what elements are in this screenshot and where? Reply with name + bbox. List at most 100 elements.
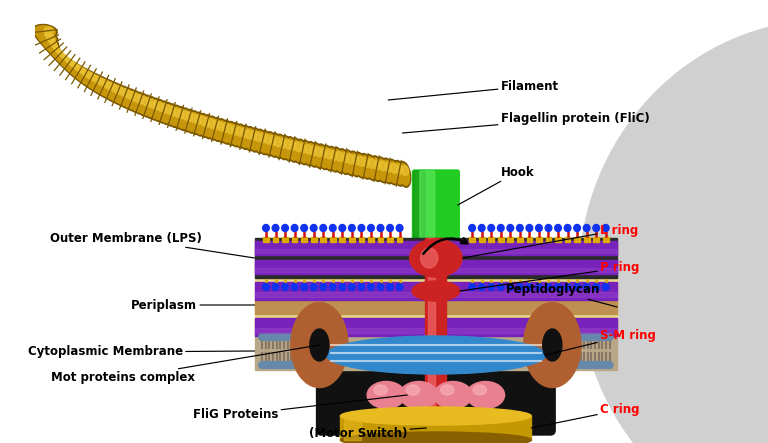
Ellipse shape bbox=[114, 83, 127, 108]
Circle shape bbox=[387, 225, 393, 232]
Ellipse shape bbox=[41, 40, 62, 57]
Ellipse shape bbox=[39, 37, 58, 49]
Circle shape bbox=[263, 334, 269, 341]
Ellipse shape bbox=[98, 77, 108, 97]
FancyBboxPatch shape bbox=[420, 171, 435, 239]
FancyBboxPatch shape bbox=[254, 318, 617, 328]
Ellipse shape bbox=[209, 119, 214, 128]
Circle shape bbox=[574, 225, 581, 232]
Circle shape bbox=[349, 284, 356, 291]
Ellipse shape bbox=[174, 108, 180, 117]
Ellipse shape bbox=[196, 112, 207, 137]
Ellipse shape bbox=[157, 102, 163, 112]
Ellipse shape bbox=[78, 65, 84, 74]
Ellipse shape bbox=[45, 44, 62, 58]
Circle shape bbox=[526, 225, 533, 232]
Ellipse shape bbox=[133, 91, 145, 116]
Ellipse shape bbox=[127, 90, 132, 100]
Ellipse shape bbox=[46, 35, 55, 41]
Ellipse shape bbox=[187, 112, 193, 122]
Ellipse shape bbox=[74, 63, 81, 72]
Ellipse shape bbox=[141, 94, 154, 118]
Ellipse shape bbox=[80, 67, 86, 76]
Ellipse shape bbox=[53, 45, 61, 52]
FancyBboxPatch shape bbox=[425, 238, 446, 420]
Circle shape bbox=[280, 361, 287, 369]
Circle shape bbox=[581, 361, 588, 369]
Ellipse shape bbox=[242, 125, 253, 151]
Ellipse shape bbox=[354, 152, 366, 178]
Ellipse shape bbox=[51, 43, 59, 50]
Ellipse shape bbox=[93, 74, 107, 97]
Ellipse shape bbox=[237, 124, 249, 149]
Ellipse shape bbox=[116, 85, 121, 95]
Ellipse shape bbox=[123, 89, 128, 98]
Ellipse shape bbox=[366, 157, 376, 178]
Circle shape bbox=[329, 284, 336, 291]
Ellipse shape bbox=[246, 129, 252, 139]
Ellipse shape bbox=[97, 75, 110, 99]
Circle shape bbox=[259, 361, 266, 369]
Text: Flagellin protein (FliC): Flagellin protein (FliC) bbox=[402, 112, 650, 133]
Ellipse shape bbox=[257, 129, 268, 155]
Ellipse shape bbox=[217, 121, 223, 131]
Ellipse shape bbox=[301, 140, 313, 166]
Ellipse shape bbox=[327, 147, 339, 172]
Ellipse shape bbox=[307, 144, 317, 165]
Ellipse shape bbox=[331, 150, 338, 160]
Ellipse shape bbox=[57, 52, 73, 73]
Ellipse shape bbox=[89, 72, 95, 81]
Ellipse shape bbox=[182, 110, 188, 120]
Ellipse shape bbox=[46, 45, 65, 63]
Circle shape bbox=[574, 361, 581, 369]
Circle shape bbox=[306, 361, 313, 369]
Circle shape bbox=[545, 225, 552, 232]
Ellipse shape bbox=[218, 119, 230, 144]
Ellipse shape bbox=[69, 59, 75, 68]
Ellipse shape bbox=[149, 97, 161, 121]
Ellipse shape bbox=[178, 107, 190, 132]
Ellipse shape bbox=[71, 62, 86, 84]
FancyBboxPatch shape bbox=[254, 241, 617, 255]
Ellipse shape bbox=[100, 77, 113, 101]
Ellipse shape bbox=[123, 88, 133, 109]
Ellipse shape bbox=[367, 381, 406, 408]
FancyBboxPatch shape bbox=[564, 237, 571, 242]
Ellipse shape bbox=[188, 111, 197, 132]
Circle shape bbox=[291, 284, 298, 291]
Ellipse shape bbox=[94, 75, 105, 95]
Ellipse shape bbox=[64, 58, 77, 76]
Ellipse shape bbox=[51, 49, 69, 68]
Circle shape bbox=[368, 284, 374, 291]
Ellipse shape bbox=[267, 134, 277, 155]
Ellipse shape bbox=[247, 127, 259, 152]
Ellipse shape bbox=[343, 150, 356, 175]
Ellipse shape bbox=[72, 63, 84, 82]
Ellipse shape bbox=[165, 102, 177, 128]
Ellipse shape bbox=[322, 145, 334, 171]
Circle shape bbox=[306, 334, 313, 341]
Ellipse shape bbox=[150, 99, 155, 109]
Circle shape bbox=[478, 284, 485, 291]
Ellipse shape bbox=[412, 281, 460, 301]
Ellipse shape bbox=[204, 117, 210, 127]
Ellipse shape bbox=[83, 69, 98, 92]
Ellipse shape bbox=[248, 128, 257, 150]
Ellipse shape bbox=[119, 87, 129, 107]
Circle shape bbox=[266, 361, 273, 369]
Ellipse shape bbox=[142, 96, 152, 117]
Ellipse shape bbox=[220, 121, 229, 142]
Circle shape bbox=[273, 361, 280, 369]
Ellipse shape bbox=[161, 104, 167, 113]
Ellipse shape bbox=[43, 42, 61, 56]
Circle shape bbox=[584, 284, 590, 291]
Circle shape bbox=[488, 225, 495, 232]
Circle shape bbox=[313, 334, 320, 341]
Circle shape bbox=[282, 284, 289, 291]
Ellipse shape bbox=[75, 65, 88, 84]
Circle shape bbox=[288, 361, 294, 369]
FancyBboxPatch shape bbox=[339, 237, 345, 242]
Ellipse shape bbox=[285, 140, 291, 149]
Ellipse shape bbox=[396, 164, 403, 174]
Ellipse shape bbox=[365, 155, 377, 180]
